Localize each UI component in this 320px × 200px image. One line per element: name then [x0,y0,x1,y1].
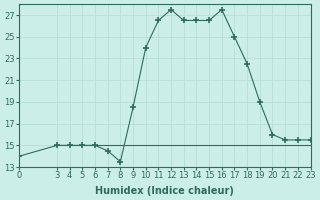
X-axis label: Humidex (Indice chaleur): Humidex (Indice chaleur) [95,186,234,196]
